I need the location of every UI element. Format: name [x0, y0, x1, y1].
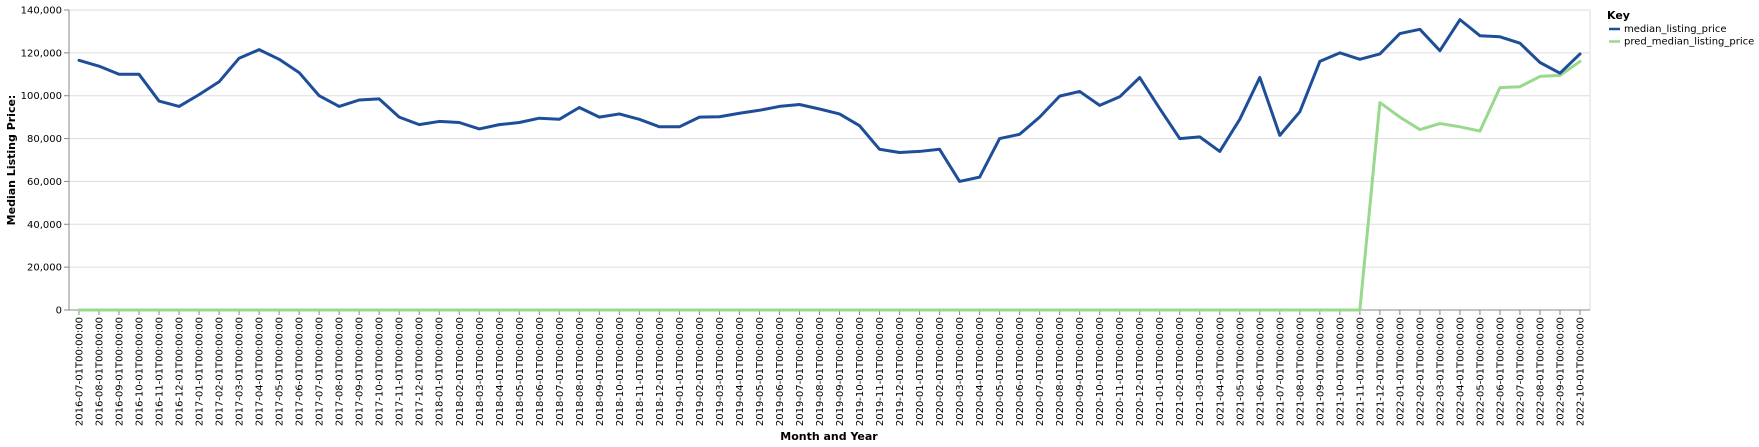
x-tick-label: 2016-11-01T00:00:00 — [155, 317, 166, 426]
x-tick-label: 2017-09-01T00:00:00 — [355, 317, 366, 426]
x-tick-label: 2018-02-01T00:00:00 — [455, 317, 466, 426]
x-tick-label: 2020-06-01T00:00:00 — [1015, 317, 1026, 426]
x-tick-label: 2019-02-01T00:00:00 — [695, 317, 706, 426]
x-tick-label: 2020-03-01T00:00:00 — [955, 317, 966, 426]
x-tick-label: 2018-06-01T00:00:00 — [535, 317, 546, 426]
x-tick-label: 2017-10-01T00:00:00 — [375, 317, 386, 426]
legend-label: median_listing_price — [1624, 24, 1727, 35]
x-tick-label: 2016-10-01T00:00:00 — [135, 317, 146, 426]
x-tick-label: 2022-06-01T00:00:00 — [1495, 317, 1506, 426]
x-tick-label: 2022-04-01T00:00:00 — [1455, 317, 1466, 426]
x-tick-label: 2020-04-01T00:00:00 — [975, 317, 986, 426]
x-tick-label: 2019-10-01T00:00:00 — [855, 317, 866, 426]
y-tick-label: 20,000 — [27, 263, 62, 274]
y-tick-label: 100,000 — [21, 91, 62, 102]
y-tick-label: 140,000 — [21, 6, 62, 17]
legend-label: pred_median_listing_price — [1624, 37, 1754, 48]
x-tick-label: 2021-07-01T00:00:00 — [1275, 317, 1286, 426]
x-tick-label: 2019-11-01T00:00:00 — [875, 317, 886, 426]
x-tick-label: 2018-03-01T00:00:00 — [475, 317, 486, 426]
x-tick-label: 2021-09-01T00:00:00 — [1315, 317, 1326, 426]
x-tick-label: 2020-05-01T00:00:00 — [995, 317, 1006, 426]
legend: Key median_listing_price pred_median_list… — [1607, 9, 1754, 48]
x-tick-label: 2016-08-01T00:00:00 — [95, 317, 106, 426]
x-tick-label: 2018-09-01T00:00:00 — [595, 317, 606, 426]
x-tick-label: 2019-04-01T00:00:00 — [735, 317, 746, 426]
x-tick-label: 2021-02-01T00:00:00 — [1175, 317, 1186, 426]
x-tick-label: 2016-07-01T00:00:00 — [75, 317, 86, 426]
x-tick-label: 2019-05-01T00:00:00 — [755, 317, 766, 426]
x-tick-label: 2018-05-01T00:00:00 — [515, 317, 526, 426]
x-tick-label: 2020-01-01T00:00:00 — [915, 317, 926, 426]
x-tick-label: 2018-11-01T00:00:00 — [635, 317, 646, 426]
x-tick-label: 2022-03-01T00:00:00 — [1435, 317, 1446, 426]
x-tick-label: 2019-08-01T00:00:00 — [815, 317, 826, 426]
x-tick-label: 2017-05-01T00:00:00 — [275, 317, 286, 426]
y-tick-label: 120,000 — [21, 48, 62, 59]
x-tick-label: 2020-09-01T00:00:00 — [1075, 317, 1086, 426]
y-tick-label: 40,000 — [27, 220, 62, 231]
x-tick-label: 2022-05-01T00:00:00 — [1475, 317, 1486, 426]
x-tick-label: 2022-09-01T00:00:00 — [1555, 317, 1566, 426]
x-tick-label: 2022-07-01T00:00:00 — [1515, 317, 1526, 426]
x-tick-label: 2019-06-01T00:00:00 — [775, 317, 786, 426]
y-axis-title: Median Listing Price: — [5, 95, 18, 226]
x-tick-label: 2017-04-01T00:00:00 — [255, 317, 266, 426]
y-tick-label: 80,000 — [27, 134, 62, 145]
series-lines — [77, 18, 1582, 312]
x-tick-label: 2021-05-01T00:00:00 — [1235, 317, 1246, 426]
axes — [68, 10, 1590, 311]
x-tick-label: 2018-08-01T00:00:00 — [575, 317, 586, 426]
x-tick-label: 2020-11-01T00:00:00 — [1115, 317, 1126, 426]
legend-title: Key — [1607, 9, 1630, 22]
x-tick-label: 2017-06-01T00:00:00 — [295, 317, 306, 426]
series-line-pred_median_listing_price — [77, 59, 1582, 312]
y-tick-label: 60,000 — [27, 177, 62, 188]
series-line-median_listing_price — [77, 18, 1582, 183]
x-tick-label: 2021-11-01T00:00:00 — [1355, 317, 1366, 426]
x-tick-label: 2020-08-01T00:00:00 — [1055, 317, 1066, 426]
x-tick-label: 2017-01-01T00:00:00 — [195, 317, 206, 426]
x-tick-label: 2022-10-01T00:00:00 — [1576, 317, 1587, 426]
x-tick-label: 2018-12-01T00:00:00 — [655, 317, 666, 426]
x-tick-label: 2017-11-01T00:00:00 — [395, 317, 406, 426]
x-tick-label: 2019-09-01T00:00:00 — [835, 317, 846, 426]
x-tick-label: 2021-06-01T00:00:00 — [1255, 317, 1266, 426]
x-tick-label: 2016-12-01T00:00:00 — [175, 317, 186, 426]
x-tick-label: 2020-10-01T00:00:00 — [1095, 317, 1106, 426]
x-tick-label: 2019-01-01T00:00:00 — [675, 317, 686, 426]
x-tick-label: 2016-09-01T00:00:00 — [115, 317, 126, 426]
x-tick-label: 2017-07-01T00:00:00 — [315, 317, 326, 426]
legend-items: median_listing_price pred_median_listing_… — [1609, 24, 1754, 48]
x-tick-label: 2021-04-01T00:00:00 — [1215, 317, 1226, 426]
x-tick-label: 2017-02-01T00:00:00 — [215, 317, 226, 426]
x-tick-label: 2017-12-01T00:00:00 — [415, 317, 426, 426]
x-tick-label: 2017-08-01T00:00:00 — [335, 317, 346, 426]
y-tick-label: 0 — [56, 306, 62, 317]
x-tick-label: 2022-08-01T00:00:00 — [1535, 317, 1546, 426]
x-tick-label: 2017-03-01T00:00:00 — [235, 317, 246, 426]
x-tick-label: 2020-07-01T00:00:00 — [1035, 317, 1046, 426]
x-tick-label: 2018-04-01T00:00:00 — [495, 317, 506, 426]
x-tick-label: 2018-01-01T00:00:00 — [435, 317, 446, 426]
x-tick-label: 2018-07-01T00:00:00 — [555, 317, 566, 426]
x-tick-label: 2021-10-01T00:00:00 — [1335, 317, 1346, 426]
x-tick-label: 2019-07-01T00:00:00 — [795, 317, 806, 426]
x-tick-label: 2022-02-01T00:00:00 — [1415, 317, 1426, 426]
x-tick-label: 2021-12-01T00:00:00 — [1375, 317, 1386, 426]
x-tick-label: 2021-03-01T00:00:00 — [1195, 317, 1206, 426]
x-tick-label: 2019-03-01T00:00:00 — [715, 317, 726, 426]
x-axis-title: Month and Year — [780, 430, 878, 443]
x-tick-label: 2019-12-01T00:00:00 — [895, 317, 906, 426]
x-tick-label: 2021-01-01T00:00:00 — [1155, 317, 1166, 426]
x-tick-label: 2021-08-01T00:00:00 — [1295, 317, 1306, 426]
x-tick-label: 2018-10-01T00:00:00 — [615, 317, 626, 426]
x-tick-label: 2022-01-01T00:00:00 — [1395, 317, 1406, 426]
x-tick-label: 2020-02-01T00:00:00 — [935, 317, 946, 426]
gridlines — [69, 9, 1591, 310]
y-axis-ticks: 0 20,000 40,000 60,000 80,000 100,000 120,000 1… — [21, 6, 69, 317]
x-axis-ticks: 2016-07-01T00:00:00 2016-08-01T00:00:00 20… — [75, 310, 1587, 426]
x-tick-label: 2020-12-01T00:00:00 — [1135, 317, 1146, 426]
